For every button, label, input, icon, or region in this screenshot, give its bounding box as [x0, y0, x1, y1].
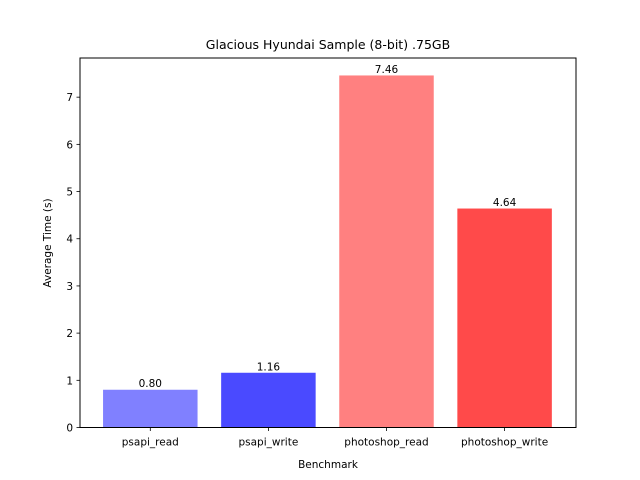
bar-psapi-write — [221, 372, 316, 428]
y-axis: 0 1 2 3 4 5 6 7 — [66, 92, 80, 435]
y-tick-label: 0 — [66, 423, 73, 435]
x-tick-label: photoshop_read — [344, 437, 428, 449]
y-tick-label: 6 — [66, 139, 73, 151]
chart-title: Glacious Hyundai Sample (8-bit) .75GB — [206, 37, 450, 52]
x-axis-label: Benchmark — [298, 459, 359, 471]
y-tick-label: 7 — [66, 92, 73, 104]
x-axis: psapi_read psapi_write photoshop_read photo… — [122, 427, 548, 449]
bar-photoshop-read — [339, 75, 434, 428]
y-tick-label: 5 — [66, 187, 73, 199]
x-tick-label: psapi_read — [122, 437, 179, 449]
y-tick-label: 1 — [66, 375, 73, 387]
bar-photoshop-write — [457, 208, 552, 428]
y-axis-label: Average Time (s) — [42, 198, 54, 287]
x-tick-label: photoshop_write — [461, 437, 548, 449]
x-tick-label: psapi_write — [238, 437, 298, 449]
y-tick-label: 2 — [66, 328, 73, 340]
data-label: 4.64 — [493, 197, 517, 209]
y-tick-label: 4 — [66, 234, 73, 246]
data-label: 0.80 — [139, 378, 162, 390]
y-tick-label: 3 — [66, 281, 73, 293]
data-label: 7.46 — [375, 64, 399, 76]
bars-group — [103, 75, 552, 428]
bar-psapi-read — [103, 389, 198, 428]
plot-frame — [79, 57, 577, 428]
data-label: 1.16 — [257, 361, 281, 373]
data-labels-group: 0.80 1.16 7.46 4.64 — [139, 64, 517, 390]
